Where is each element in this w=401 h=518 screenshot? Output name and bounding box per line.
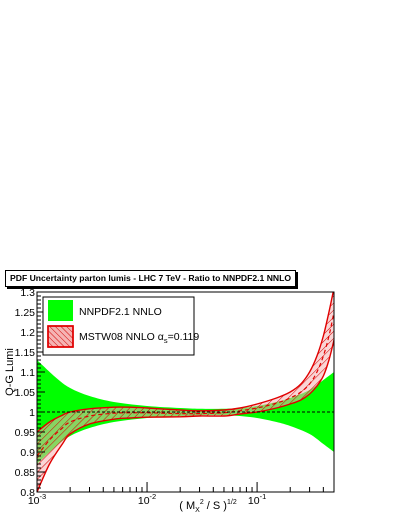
legend-label-mstw: MSTW08 NNLO αs=0.119 [79, 331, 199, 345]
x-tick-label: 10-1 [248, 492, 266, 507]
y-tick-label: 0.95 [15, 427, 36, 439]
x-axis-title: ( MX2 / S )1/2 [179, 499, 237, 514]
y-tick-label: 1.2 [20, 327, 35, 339]
y-tick-label: 0.9 [20, 447, 35, 459]
mstw-upper-line [37, 292, 334, 433]
y-tick-label: 1.3 [20, 287, 35, 299]
chart-title: PDF Uncertainty parton lumis - LHC 7 TeV… [5, 270, 297, 287]
y-tick-label: 1.05 [15, 387, 36, 399]
y-tick-label: 1.25 [15, 307, 36, 319]
x-tick-label: 10-2 [138, 492, 156, 507]
mstw-central-line [37, 311, 334, 457]
y-tick-label: 1 [29, 407, 35, 419]
y-tick-label: 1.1 [20, 367, 35, 379]
y-tick-label: 1.15 [15, 347, 36, 359]
y-axis-title: Q-G Lumi [4, 348, 16, 396]
legend-label-nnpdf: NNPDF2.1 NNLO [79, 306, 162, 318]
y-tick-label: 0.85 [15, 467, 36, 479]
y-tick-label: 0.8 [20, 487, 35, 499]
mstw-lower-line [37, 339, 334, 492]
x-tick-label: 10-3 [28, 492, 46, 507]
legend-swatch-mstw-hatch [47, 325, 74, 348]
legend-swatch-nnpdf [48, 300, 73, 321]
